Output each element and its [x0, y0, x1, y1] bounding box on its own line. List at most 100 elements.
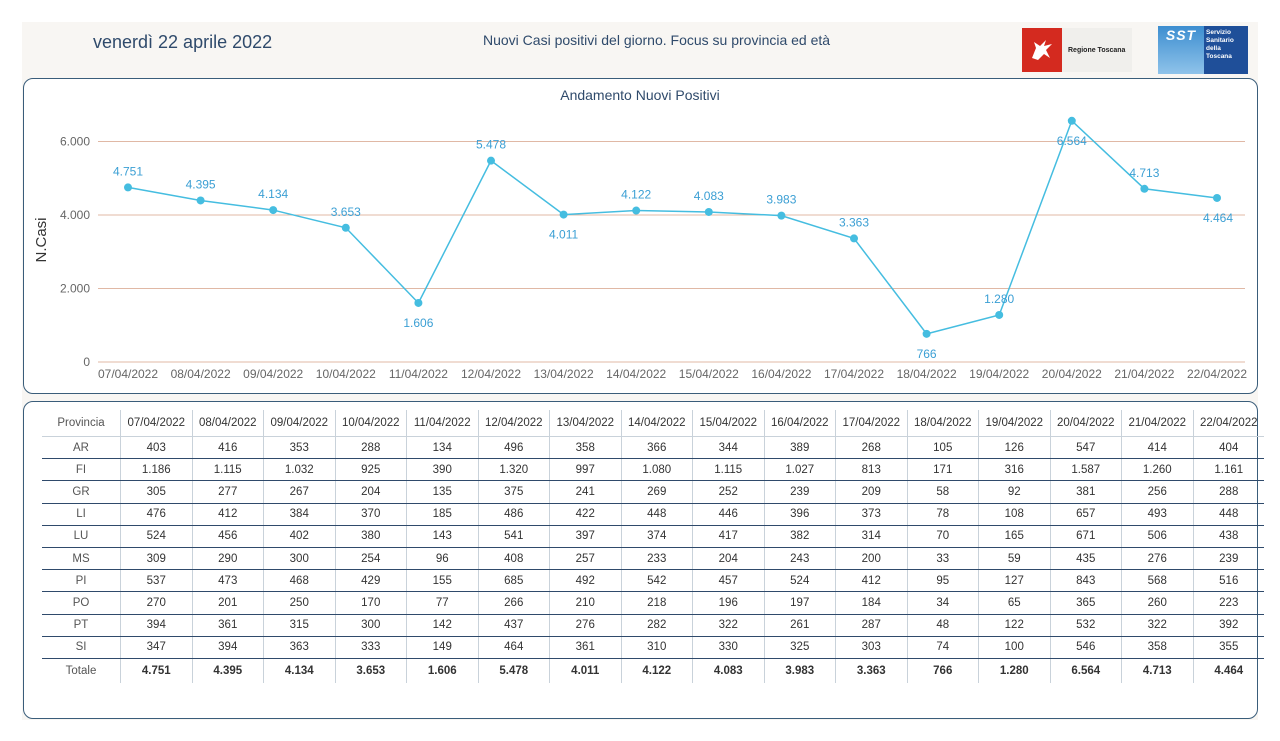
row-label: PT: [42, 614, 121, 637]
table-cell: 361: [549, 636, 621, 659]
table-cell: 300: [334, 614, 407, 637]
y-tick-label: 2.000: [60, 282, 90, 296]
table-cell: 276: [549, 614, 621, 637]
table-cell: 813: [835, 458, 907, 482]
table-cell: 197: [763, 591, 836, 615]
column-header-date: 19/04/2022: [978, 410, 1050, 437]
column-header-date: 10/04/2022: [334, 410, 407, 437]
table-cell: 1.115: [692, 458, 764, 482]
table-cell: 381: [1049, 480, 1122, 504]
table-cell: 389: [763, 436, 836, 460]
table-row: PO 270 201 250 170 77 266 210 218 196 197 184 34 65 36…: [42, 591, 1264, 615]
table-cell: 373: [835, 503, 907, 526]
row-label: GR: [42, 480, 121, 504]
table-cell: 344: [692, 436, 764, 460]
table-cell: 464: [477, 636, 550, 659]
table-cell: 256: [1121, 480, 1193, 504]
table-cell: 384: [263, 503, 335, 526]
row-label: LI: [42, 503, 121, 526]
x-tick-label: 12/04/2022: [461, 367, 521, 381]
table-cell: 414: [1121, 436, 1193, 460]
table-cell: 5.478: [477, 658, 550, 683]
table-cell: 92: [978, 480, 1050, 504]
table-cell: 185: [406, 503, 478, 526]
table-cell: 170: [334, 591, 407, 615]
table-cell: 1.320: [477, 458, 550, 482]
column-header-date: 08/04/2022: [191, 410, 264, 437]
table-cell: 997: [549, 458, 621, 482]
row-label: Totale: [65, 664, 97, 677]
column-header-date: 13/04/2022: [549, 410, 621, 437]
y-tick-label: 0: [83, 355, 90, 369]
table-cell: 358: [549, 436, 621, 460]
data-point: [1213, 193, 1221, 202]
table-cell: 438: [1192, 525, 1264, 548]
table-cell: 239: [1192, 547, 1264, 571]
x-tick-label: 07/04/2022: [98, 367, 158, 381]
table-cell: 416: [191, 436, 264, 460]
table-cell: 417: [692, 525, 764, 548]
table-cell: 355: [1192, 636, 1264, 659]
table-cell: 925: [334, 458, 407, 482]
table-cell: 77: [406, 591, 478, 615]
table-cell: 310: [620, 636, 693, 659]
x-tick-label: 14/04/2022: [606, 367, 666, 381]
table-cell: 303: [835, 636, 907, 659]
table-cell: 330: [692, 636, 764, 659]
table-cell: 269: [620, 480, 693, 504]
report-date: venerdì 22 aprile 2022: [93, 32, 273, 52]
table-cell: 382: [763, 525, 836, 548]
table-cell: 1.161: [1192, 458, 1264, 482]
table-cell: 276: [1121, 547, 1193, 571]
data-label: 3.363: [839, 215, 869, 229]
table-cell: 322: [1121, 614, 1193, 637]
table-row: AR 403 416 353 288 134 496 358 366 344 389 268 105 12…: [42, 436, 1264, 460]
data-label: 3.653: [331, 205, 361, 219]
table-cell: 363: [263, 636, 335, 659]
table-cell: 165: [978, 525, 1050, 548]
column-header-date: 11/04/2022: [406, 410, 478, 437]
table-cell: 404: [1192, 436, 1264, 460]
table-cell: 241: [549, 480, 621, 504]
table-header-row: Provincia 07/04/2022 08/04/2022 09/04/2022 1…: [42, 410, 1264, 437]
data-point: [995, 310, 1004, 319]
table-cell: 204: [692, 547, 764, 571]
table-cell: 270: [120, 591, 192, 615]
table-cell: 333: [334, 636, 407, 659]
y-tick-label: 4.000: [60, 208, 90, 222]
data-point: [777, 211, 786, 220]
x-tick-label: 19/04/2022: [969, 367, 1029, 381]
table-cell: 250: [263, 591, 335, 615]
table-cell: 397: [549, 525, 621, 548]
table-cell: 243: [763, 547, 836, 571]
regione-toscana-label: Regione Toscana: [1068, 46, 1126, 54]
table-cell: 657: [1049, 503, 1122, 526]
data-point: [487, 156, 495, 165]
data-label: 3.983: [766, 193, 796, 207]
table-cell: 448: [1192, 503, 1264, 526]
table-cell: 1.027: [763, 458, 836, 482]
table-cell: 48: [906, 614, 979, 637]
x-tick-label: 22/04/2022: [1187, 367, 1247, 381]
column-header-date: 16/04/2022: [763, 410, 836, 437]
x-tick-label: 13/04/2022: [534, 367, 594, 381]
data-point: [1067, 116, 1076, 125]
table-cell: 374: [620, 525, 693, 548]
table-cell: 305: [120, 480, 192, 504]
table-row: PI 537 473 468 429 155 685 492 542 457 524 412 95 127…: [42, 569, 1264, 593]
table-cell: 541: [477, 525, 550, 548]
table-cell: 380: [334, 525, 407, 548]
table-cell: 4.134: [263, 658, 335, 683]
data-label: 766: [917, 347, 937, 361]
regione-toscana-logo: Regione Toscana: [1022, 28, 1132, 72]
table-cell: 3.363: [835, 658, 907, 683]
sst-label: Servizio Sanitario della Toscana: [1204, 26, 1248, 74]
table-cell: 524: [763, 569, 836, 593]
table-cell: 1.587: [1049, 458, 1122, 482]
table-cell: 196: [692, 591, 764, 615]
table-cell: 325: [763, 636, 836, 659]
data-point: [922, 329, 931, 338]
table-cell: 4.395: [191, 658, 264, 683]
table-cell: 448: [620, 503, 693, 526]
table-cell: 473: [191, 569, 264, 593]
